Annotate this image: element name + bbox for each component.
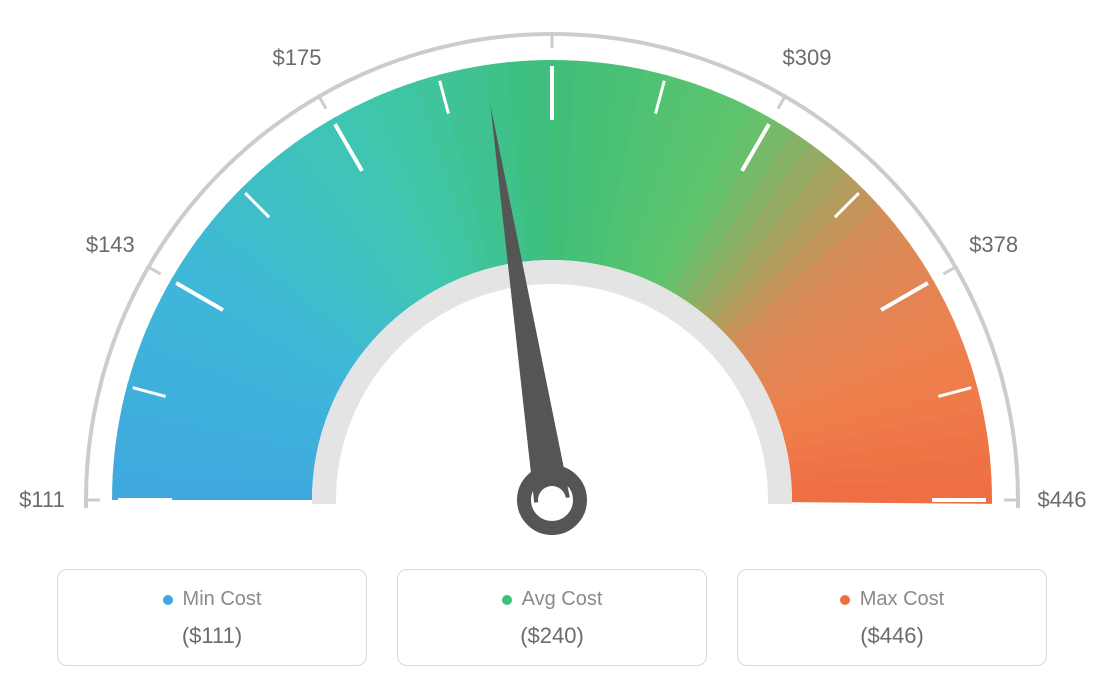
max-cost-label: Max Cost [860,588,944,611]
gauge-tick-label: $240 [528,0,577,3]
dot-icon [163,595,173,605]
avg-cost-card: Avg Cost ($240) [397,569,707,666]
card-head: Min Cost [68,588,356,611]
gauge-tick-label: $175 [273,45,322,71]
gauge-tick-label: $378 [969,232,1018,258]
min-cost-card: Min Cost ($111) [57,569,367,666]
gauge-tick-label: $111 [19,487,65,513]
gauge-chart: $111 $143 $175 $240 $309 $378 $446 [0,0,1104,560]
min-cost-value: ($111) [68,623,356,649]
cost-cards: Min Cost ($111) Avg Cost ($240) Max Cost… [50,569,1054,666]
min-cost-label: Min Cost [183,588,262,611]
card-head: Max Cost [748,588,1036,611]
dot-icon [502,595,512,605]
gauge-tick-label: $143 [86,232,135,258]
max-cost-value: ($446) [748,623,1036,649]
gauge-tick-label: $446 [1038,487,1087,513]
gauge-tick-label: $309 [783,45,832,71]
avg-cost-value: ($240) [408,623,696,649]
gauge-svg [0,0,1104,560]
avg-cost-label: Avg Cost [522,588,603,611]
max-cost-card: Max Cost ($446) [737,569,1047,666]
card-head: Avg Cost [408,588,696,611]
dot-icon [840,595,850,605]
